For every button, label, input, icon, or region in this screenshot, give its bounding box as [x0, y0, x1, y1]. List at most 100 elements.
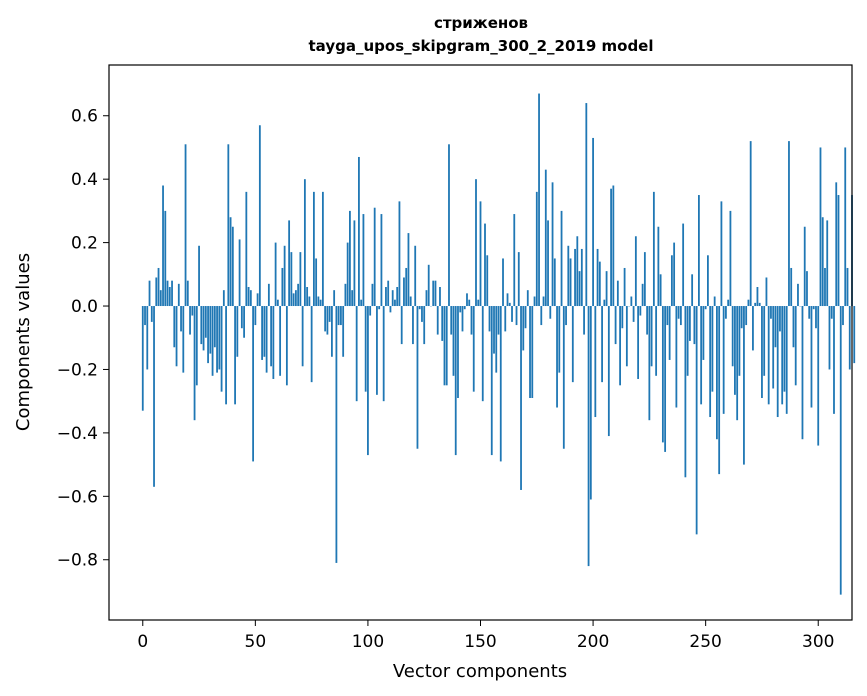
bar-26	[200, 306, 203, 345]
bar-294	[803, 226, 806, 307]
bar-18	[182, 306, 185, 373]
bar-200	[592, 137, 594, 307]
bar-299	[815, 306, 817, 329]
bar-55	[265, 306, 268, 373]
x-axis-ticks: 0 50 100 150 200 250 300	[137, 620, 834, 652]
bar-107	[382, 306, 385, 402]
bar-142	[461, 306, 464, 332]
bar-235	[670, 255, 673, 307]
bar-110	[389, 306, 392, 313]
bar-257	[720, 201, 723, 307]
bar-253	[711, 306, 714, 392]
bar-123	[418, 306, 421, 310]
bar-290	[794, 306, 797, 386]
bar-248	[700, 306, 703, 405]
bar-29	[207, 306, 209, 364]
bar-112	[394, 299, 396, 307]
bar-146	[470, 306, 473, 335]
bar-220	[637, 306, 640, 379]
bar-64	[285, 306, 288, 386]
bar-40	[231, 226, 234, 307]
bar-239	[679, 306, 682, 326]
bar-20	[186, 280, 189, 307]
bar-108	[385, 287, 387, 307]
bar-152	[484, 223, 486, 307]
x-tick-label: 200	[577, 632, 609, 652]
bar-131	[436, 306, 439, 335]
bar-25	[198, 245, 200, 307]
bar-103	[373, 207, 376, 307]
bar-75	[310, 306, 313, 383]
bar-138	[452, 306, 455, 376]
bar-170	[524, 306, 527, 329]
bar-268	[745, 306, 748, 326]
bar-199	[589, 306, 592, 500]
bar-266	[740, 306, 743, 329]
bar-202	[596, 248, 599, 307]
y-tick-label: 0.2	[71, 234, 98, 254]
bar-53	[261, 306, 263, 360]
bar-119	[409, 296, 412, 307]
bar-134	[443, 306, 446, 386]
bar-99	[364, 306, 367, 392]
bar-139	[454, 306, 457, 456]
bar-41	[234, 306, 236, 405]
chart-title-line1: стриженов	[434, 14, 528, 32]
y-tick-label: −0.6	[57, 487, 98, 507]
bar-278	[767, 306, 770, 405]
y-axis-ticks: −0.8 −0.6 −0.4 −0.2 0.0 0.2 0.4 0.6	[57, 107, 109, 571]
bar-304	[826, 220, 829, 307]
bar-154	[488, 306, 491, 332]
bar-0	[141, 306, 144, 411]
bar-227	[652, 191, 655, 307]
x-tick-label: 50	[245, 632, 267, 652]
bar-156	[493, 306, 495, 354]
bar-306	[830, 306, 833, 319]
bar-57	[270, 306, 273, 367]
bar-272	[754, 302, 757, 307]
bar-252	[709, 306, 712, 418]
bar-280	[772, 306, 775, 389]
bar-298	[812, 306, 815, 310]
bar-225	[648, 306, 651, 421]
bar-281	[774, 306, 777, 348]
bar-274	[758, 302, 761, 307]
bar-238	[677, 306, 680, 319]
bar-89	[342, 306, 345, 357]
bar-129	[432, 280, 435, 307]
bar-141	[459, 306, 462, 313]
bar-255	[716, 306, 718, 440]
bar-189	[567, 245, 570, 307]
bar-14	[173, 306, 176, 348]
bar-160	[502, 258, 504, 307]
bar-180	[547, 220, 549, 307]
bar-195	[580, 248, 583, 307]
bar-275	[761, 306, 763, 398]
bar-209	[612, 185, 615, 307]
y-tick-label: −0.8	[57, 551, 98, 571]
bar-240	[682, 223, 685, 307]
bar-9	[162, 185, 164, 307]
bar-215	[625, 306, 628, 367]
bar-244	[691, 274, 694, 307]
bar-229	[657, 226, 660, 307]
bar-285	[783, 306, 786, 392]
y-tick-label: 0.6	[71, 107, 98, 127]
bar-173	[531, 306, 534, 398]
bar-122	[416, 306, 419, 449]
bar-246	[695, 306, 698, 535]
bars-group	[141, 93, 856, 595]
bar-194	[578, 271, 581, 307]
bar-16	[177, 283, 180, 307]
x-tick-label: 100	[352, 632, 384, 652]
bar-172	[529, 306, 531, 398]
bar-153	[486, 255, 489, 307]
bar-6	[155, 277, 158, 307]
bar-226	[650, 306, 653, 367]
bar-264	[736, 306, 739, 421]
bar-205	[603, 299, 606, 307]
bar-169	[522, 306, 525, 351]
bar-69	[297, 283, 300, 307]
